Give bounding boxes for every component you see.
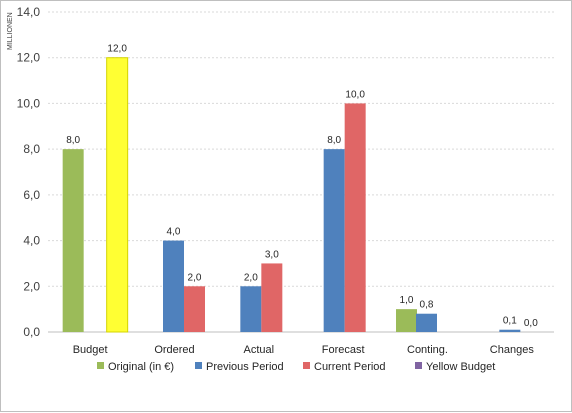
gridlines: [48, 11, 554, 287]
legend-label: Previous Period: [206, 361, 284, 373]
x-tick-label: Conting.: [407, 344, 448, 356]
data-label: 1,0: [400, 295, 414, 306]
unit-label: MILLIONEN: [7, 12, 14, 50]
data-label: 12,0: [107, 44, 127, 55]
x-tick-label: Ordered: [154, 344, 194, 356]
bar: [240, 286, 262, 332]
bar: [416, 313, 437, 332]
data-label: 2,0: [188, 272, 202, 283]
data-label: 0,0: [524, 318, 538, 329]
bar: [163, 240, 184, 332]
bar: [396, 309, 417, 332]
data-label: 0,8: [420, 300, 434, 311]
legend: Original (in €) Previous Period Current Pe…: [97, 361, 495, 373]
x-tick-label: Actual: [244, 344, 275, 356]
data-label: 4,0: [167, 227, 181, 238]
bars: [62, 57, 521, 333]
y-tick-label: 8,0: [23, 142, 40, 156]
axes: 0,0 2,0 4,0 6,0 8,0 10,0 12,0 14,0 Budget Ordered…: [17, 5, 554, 356]
data-label: 2,0: [244, 272, 258, 283]
y-tick-label: 0,0: [23, 325, 40, 339]
y-tick-label: 12,0: [17, 51, 41, 65]
bar: [62, 149, 84, 332]
legend-swatch: [415, 362, 422, 369]
data-labels: 8,0 12,0 4,0 2,0 2,0 3,0 8,0 10,0 1,0 0,8 0,1 0,0: [66, 44, 538, 329]
data-label: 0,1: [503, 316, 517, 327]
data-label: 3,0: [265, 249, 279, 260]
legend-label: Yellow Budget: [426, 361, 495, 373]
legend-label: Original (in €): [108, 361, 174, 373]
bar: [344, 103, 366, 332]
bar: [323, 149, 345, 332]
data-label: 8,0: [327, 135, 341, 146]
bar: [106, 57, 129, 333]
y-tick-label: 10,0: [17, 96, 41, 110]
legend-swatch: [97, 362, 104, 369]
bar: [261, 263, 283, 332]
data-label: 8,0: [66, 135, 80, 146]
y-tick-label: 14,0: [17, 5, 41, 19]
x-tick-label: Forecast: [322, 344, 365, 356]
legend-swatch: [195, 362, 202, 369]
y-tick-label: 4,0: [23, 234, 40, 248]
x-tick-label: Changes: [490, 344, 535, 356]
legend-swatch: [303, 362, 310, 369]
legend-label: Current Period: [314, 361, 386, 373]
bar: [184, 286, 205, 332]
y-tick-label: 6,0: [23, 188, 40, 202]
y-tick-label: 2,0: [23, 279, 40, 293]
bar: [499, 329, 521, 332]
data-label: 10,0: [345, 89, 365, 100]
x-tick-label: Budget: [73, 344, 108, 356]
